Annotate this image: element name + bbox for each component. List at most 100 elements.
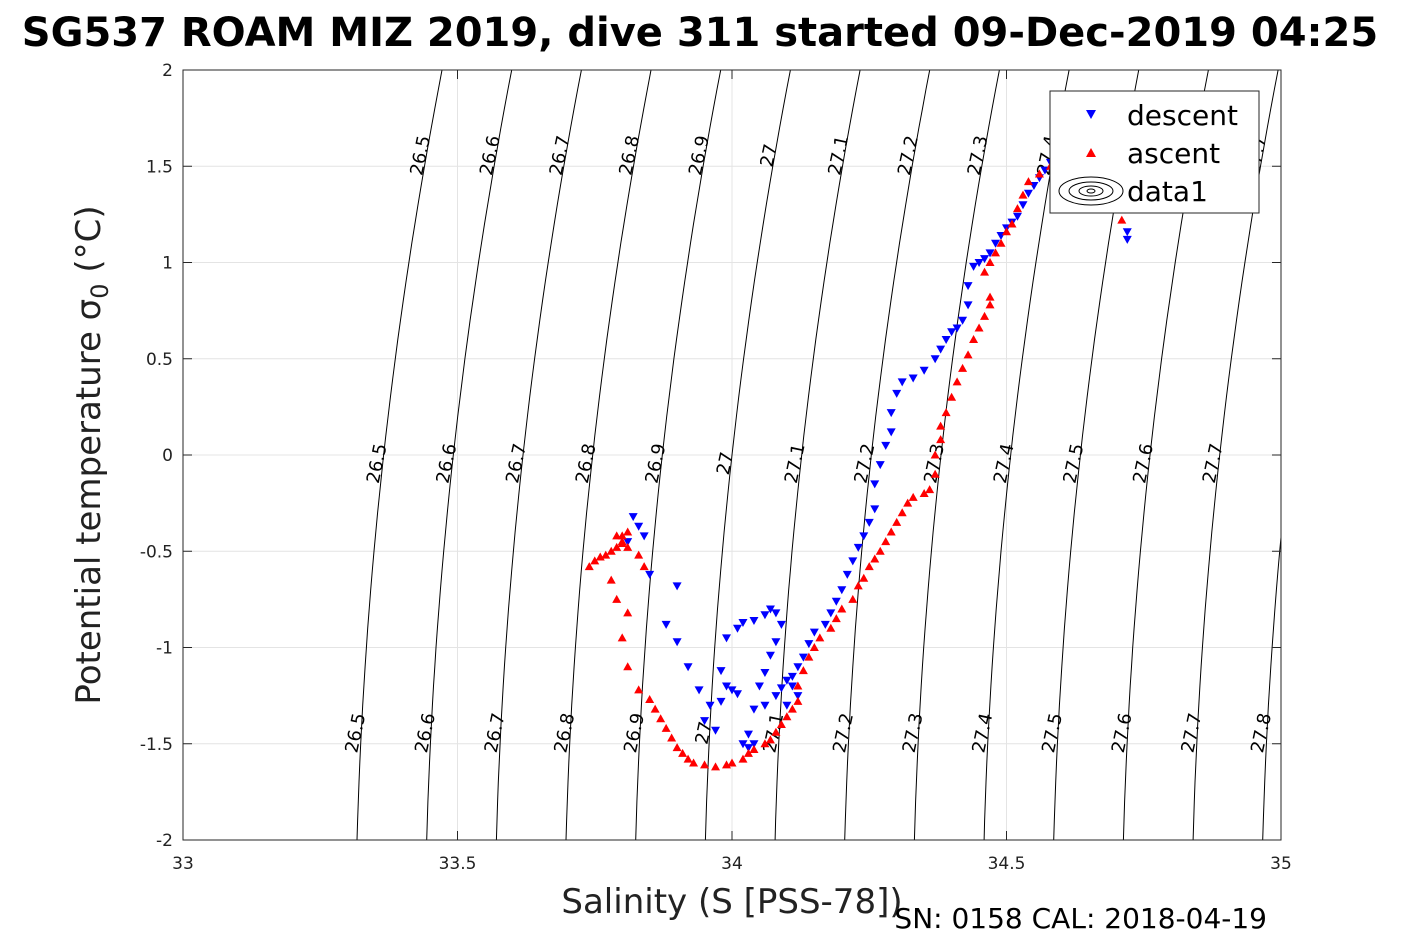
y-tick-label: 0	[162, 446, 173, 466]
descent-point	[908, 374, 918, 383]
descent-point	[743, 730, 753, 739]
ascent-point	[936, 435, 946, 444]
descent-point	[886, 409, 896, 418]
ascent-point	[985, 292, 995, 301]
chart-title: SG537 ROAM MIZ 2019, dive 311 started 09…	[22, 10, 1378, 56]
isopycnal-line	[565, 70, 652, 840]
ascent-point	[1018, 190, 1028, 199]
descent-point	[749, 705, 759, 714]
ascent-point	[963, 350, 973, 359]
descent-point	[963, 301, 973, 310]
descent-point	[831, 597, 841, 606]
ascent-point	[634, 550, 644, 559]
y-tick-label: -1.5	[140, 735, 173, 755]
ascent-point	[952, 377, 962, 386]
y-tick-label: 2	[162, 61, 173, 81]
descent-point	[771, 692, 781, 701]
ascent-point	[689, 758, 699, 767]
ascent-point	[837, 604, 847, 613]
ascent-point	[969, 335, 979, 343]
ascent-point	[584, 562, 594, 571]
x-tick-label: 33	[172, 854, 194, 874]
ascent-point	[826, 623, 836, 632]
descent-point	[974, 259, 984, 267]
isopycnal-line	[1402, 70, 1417, 840]
descent-point	[853, 543, 863, 552]
isopycnal-line	[635, 70, 722, 840]
legend-data1-marker	[1058, 176, 1124, 206]
isopycnal-line	[426, 70, 513, 840]
descent-point	[919, 366, 929, 375]
ascent-point	[991, 248, 1001, 257]
ascent-point	[925, 485, 935, 494]
y-axis-title-subscript: 0	[86, 283, 114, 298]
descent-point	[771, 609, 781, 618]
descent-point	[1023, 189, 1033, 198]
descent-point	[634, 522, 644, 531]
ascent-point	[798, 666, 808, 675]
descent-point	[886, 428, 896, 437]
ascent-point	[656, 714, 666, 723]
descent-point	[727, 686, 737, 695]
descent-point	[991, 239, 1001, 248]
ascent-point	[612, 542, 622, 551]
ascent-point	[606, 575, 616, 584]
descent-point	[842, 570, 852, 579]
descent-point	[892, 389, 902, 398]
x-tick-label: 33.5	[439, 854, 477, 874]
x-axis-title: Salinity (S [PSS-78])	[561, 882, 902, 922]
descent-point	[661, 620, 671, 629]
descent-point	[672, 582, 682, 591]
isopycnal-label: 27	[713, 450, 738, 477]
ascent-point	[804, 652, 814, 661]
ascent-point	[815, 633, 825, 642]
descent-point	[985, 249, 995, 258]
descent-point	[1018, 201, 1028, 210]
ascent-point	[612, 531, 622, 540]
descent-point	[711, 726, 721, 735]
y-tick-label: 0.5	[146, 350, 173, 370]
descent-point	[760, 669, 770, 678]
calibration-footer: SN: 0158 CAL: 2018-04-19	[894, 902, 1267, 935]
ascent-point	[897, 508, 907, 517]
descent-point	[980, 255, 990, 264]
ascent-point	[831, 614, 841, 623]
y-tick-label: 1	[162, 254, 173, 274]
descent-point	[875, 461, 885, 470]
descent-point	[870, 505, 880, 514]
descent-point	[623, 538, 633, 547]
descent-point	[732, 624, 742, 633]
legend-ascent-marker	[1086, 148, 1096, 157]
ascent-point	[793, 696, 803, 705]
descent-point	[936, 345, 946, 354]
ascent-point	[809, 643, 819, 651]
descent-point	[930, 355, 940, 364]
y-tick-label: -0.5	[140, 542, 173, 562]
descent-point	[765, 651, 775, 660]
isopycnal-line	[913, 70, 1000, 840]
ascent-point	[661, 723, 671, 732]
ascent-point	[892, 517, 902, 526]
ascent-point	[787, 704, 797, 713]
ascent-point	[617, 539, 627, 548]
descent-point	[628, 513, 638, 522]
descent-point	[694, 686, 704, 695]
ascent-point	[848, 594, 858, 603]
descent-point	[897, 378, 907, 387]
descent-point	[870, 480, 880, 489]
descent-point	[958, 316, 968, 325]
x-tick-label: 34	[721, 854, 743, 874]
descent-point	[881, 441, 891, 450]
descent-point	[749, 740, 759, 749]
legend-ascent-label: ascent	[1127, 137, 1220, 170]
ascent-point	[765, 735, 775, 744]
descent-point	[963, 282, 973, 291]
ascent-point	[974, 323, 984, 332]
data-points	[584, 153, 1132, 771]
descent-point	[820, 620, 830, 629]
descent-point	[1122, 235, 1132, 244]
ascent-point	[1002, 227, 1011, 236]
ascent-point	[678, 748, 688, 757]
ascent-point	[941, 408, 951, 417]
ascent-point	[606, 546, 616, 555]
